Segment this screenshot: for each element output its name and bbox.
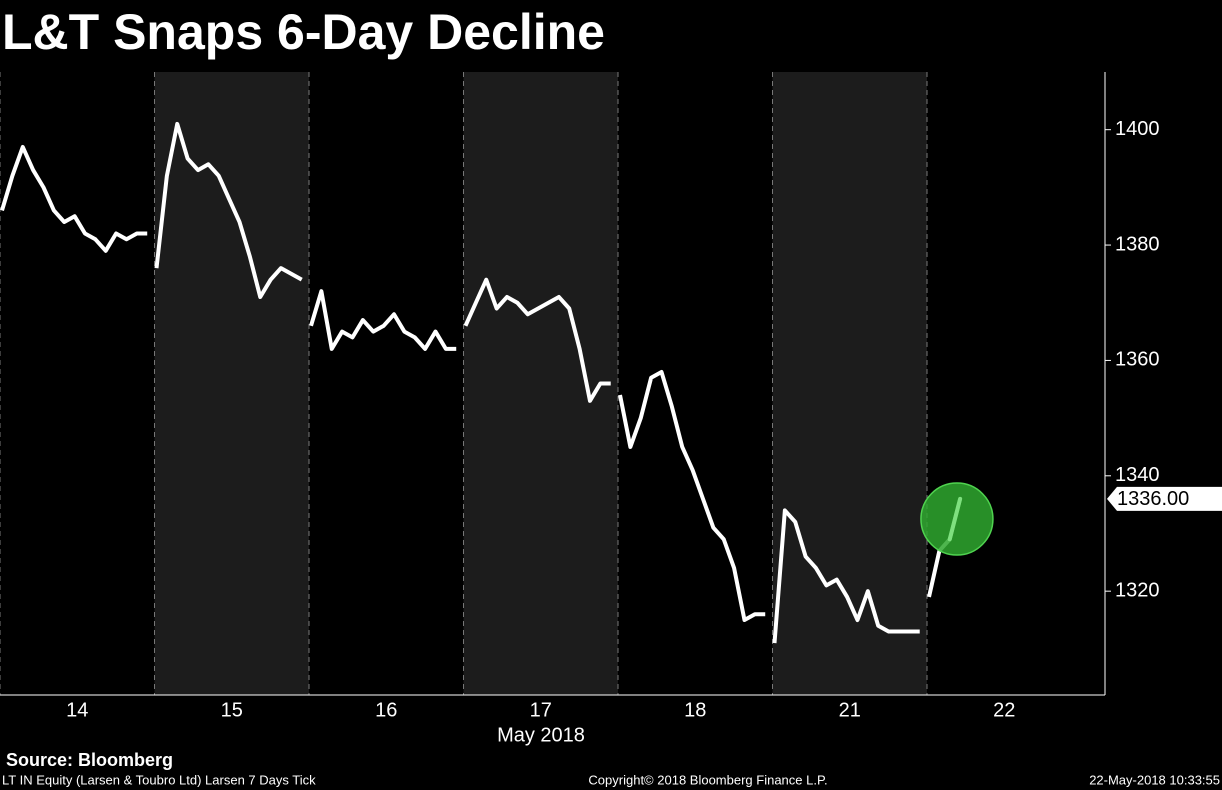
session-band [154,72,309,695]
price-line [0,144,148,253]
price-line [772,508,920,644]
y-tick-label: 1380 [1115,233,1160,255]
x-tick-label: 16 [375,699,397,721]
y-tick-label: 1320 [1115,579,1160,601]
x-tick-label: 22 [993,699,1015,721]
x-tick-label: 14 [66,699,88,721]
x-tick-label: 21 [839,699,861,721]
last-price-tag [1107,486,1222,511]
y-tick-label: 1360 [1115,349,1160,371]
highlight-segment [947,496,963,542]
session-band [772,72,927,695]
session-band [463,72,618,695]
footer-center: Copyright© 2018 Bloomberg Finance L.P. [588,772,827,787]
background-layer [0,72,928,695]
x-axis-label: May 2018 [497,724,585,746]
x-tick-label: 18 [684,699,706,721]
source: Source: Bloomberg [6,750,173,770]
price-line [154,121,303,299]
footer-left: LT IN Equity (Larsen & Toubro Ltd) Larse… [2,772,316,787]
y-tick-label: 1400 [1115,118,1160,140]
price-line [463,277,611,403]
last-price-label: 1336.00 [1117,488,1189,510]
chart-title: L&T Snaps 6-Day Decline [2,4,605,60]
price-line [618,369,766,623]
x-tick-label: 15 [221,699,243,721]
footer-right: 22-May-2018 10:33:55 [1089,772,1220,787]
price-line [309,289,457,351]
y-tick-label: 1340 [1115,464,1160,486]
x-tick-label: 17 [530,699,552,721]
